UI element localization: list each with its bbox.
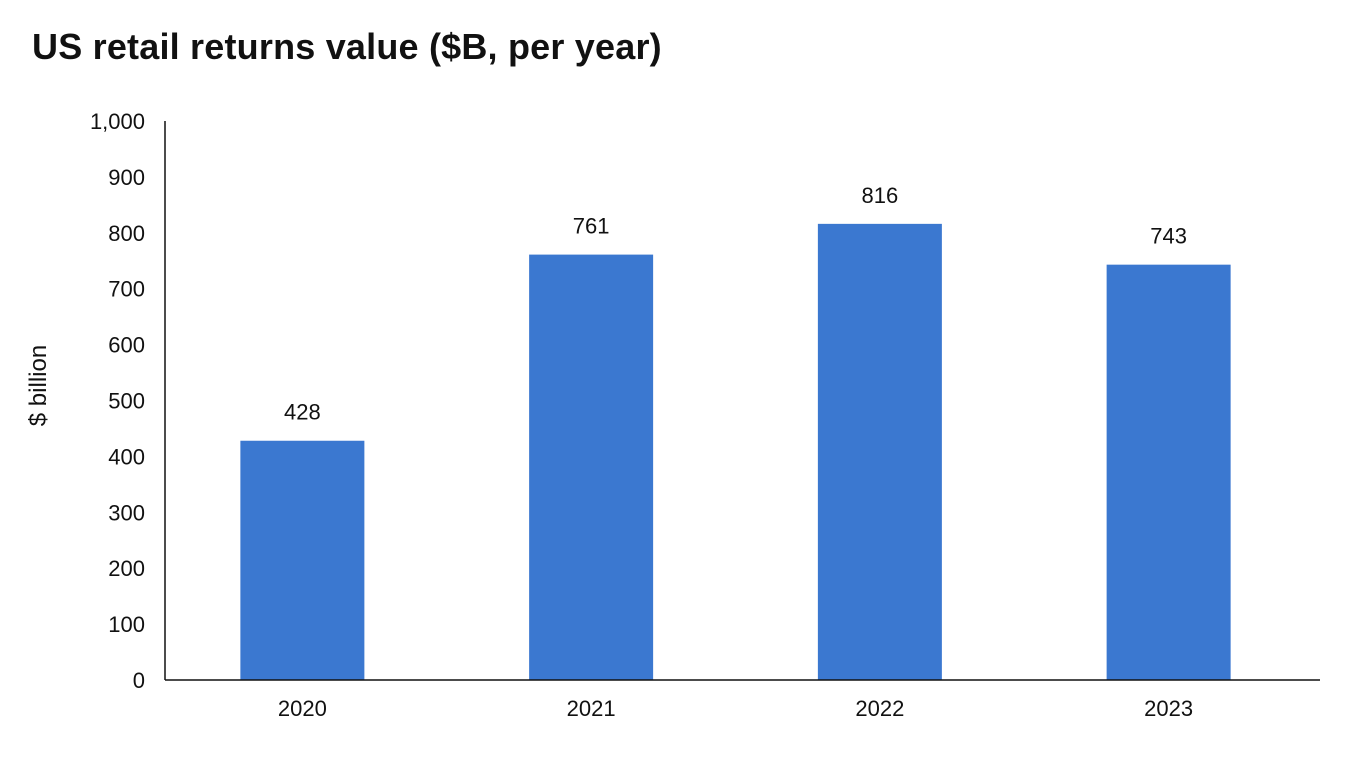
bar-2021 [529,254,654,680]
y-tick-label: 500 [108,389,145,414]
chart-title: US retail returns value ($B, per year) [32,26,662,67]
bar-2022 [817,223,942,680]
bar-data-labels: 428 761 816 743 [284,183,1187,425]
bar-2023 [1106,264,1231,680]
x-axis-ticks: 2020 2021 2022 2023 [278,696,1193,721]
y-tick-label: 1,000 [90,109,145,134]
x-tick-label: 2021 [567,696,616,721]
y-tick-label: 700 [108,277,145,302]
bar-data-label: 428 [284,400,321,425]
y-tick-label: 200 [108,556,145,581]
bar-data-label: 761 [573,214,610,239]
bar-data-label: 816 [862,183,899,208]
y-tick-label: 600 [108,333,145,358]
y-tick-label: 900 [108,165,145,190]
x-tick-label: 2022 [855,696,904,721]
y-tick-label: 100 [108,612,145,637]
y-tick-label: 300 [108,500,145,525]
bars [240,223,1231,680]
x-tick-label: 2020 [278,696,327,721]
y-tick-label: 800 [108,221,145,246]
y-axis-ticks: 0 100 200 300 400 500 600 700 800 900 1,000 [90,109,145,693]
x-tick-label: 2023 [1144,696,1193,721]
y-tick-label: 0 [133,668,145,693]
bar-2020 [240,440,365,680]
y-axis-label: $ billion [25,345,52,426]
bar-data-label: 743 [1150,224,1187,249]
y-tick-label: 400 [108,444,145,469]
